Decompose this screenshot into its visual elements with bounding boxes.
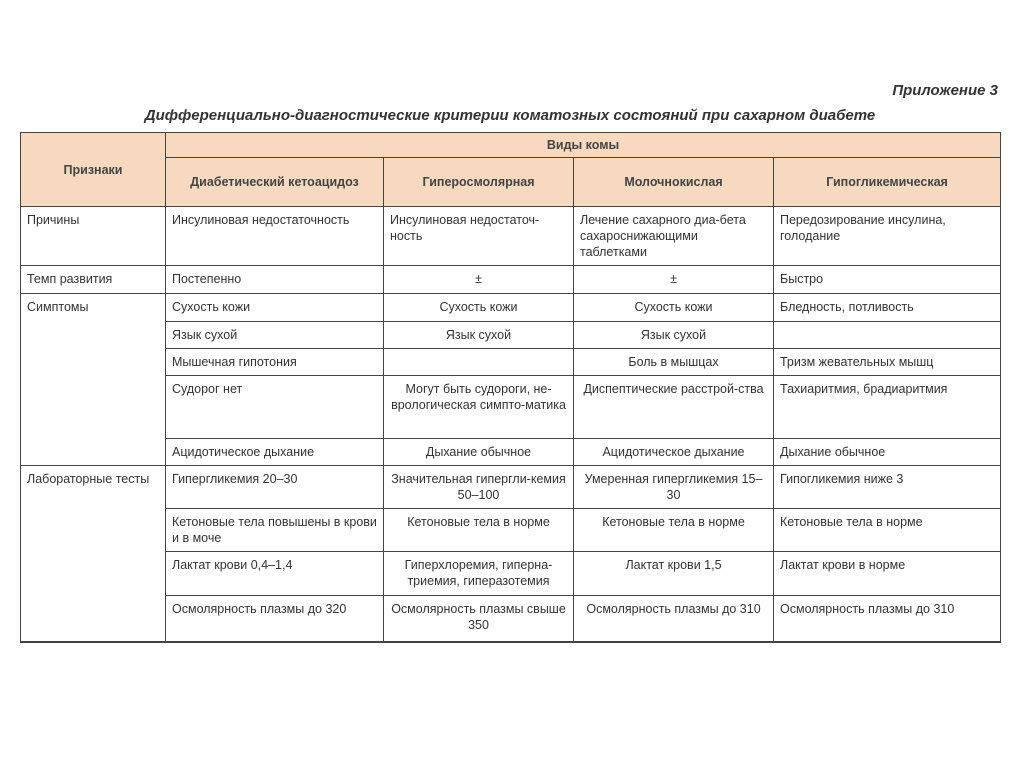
- table-cell: Сухость кожи: [573, 293, 774, 322]
- table-cell: Дыхание обычное: [383, 438, 574, 466]
- table-cell: Дыхание обычное: [772, 438, 1002, 466]
- table-cell: Гипогликемия ниже 3: [772, 465, 1002, 509]
- table-cell: Лактат крови 0,4–1,4: [165, 551, 384, 596]
- header-signs: Признаки: [20, 132, 166, 207]
- table-cell: Передозирование инсулина, голодание: [772, 206, 1002, 266]
- table-cell: Язык сухой: [165, 321, 384, 349]
- table-cell: Быстро: [772, 265, 1002, 294]
- table-cell: Ацидотическое дыхание: [573, 438, 774, 466]
- row-group-label: Симптомы: [20, 293, 166, 466]
- header-row-2: Диабетический кетоацидоз Гиперосмолярная…: [21, 157, 1002, 207]
- table-row: Лактат крови 0,4–1,4 Гиперхлоремия, гипер…: [21, 551, 1002, 596]
- table-cell: Осмолярность плазмы свыше 350: [383, 595, 574, 642]
- table-cell: Судорог нет: [165, 375, 384, 439]
- table-cell: Могут быть судороги, не-врологическая си…: [383, 375, 574, 439]
- table-cell: Сухость кожи: [383, 293, 574, 322]
- header-col-hypoglycemic: Гипогликемическая: [772, 157, 1002, 207]
- table-cell: Мышечная гипотония: [165, 348, 384, 376]
- table-body: Причины Инсулиновая недостаточность Инсули…: [20, 206, 1002, 642]
- row-group-label: Лабораторные тесты: [20, 465, 166, 642]
- table-row: Лабораторные тесты Гипергликемия 20–30 Зна…: [20, 465, 1002, 642]
- table-cell: Осмолярность плазмы до 310: [772, 595, 1002, 642]
- table-cell: Осмолярность плазмы до 320: [165, 595, 384, 642]
- table-row: Симптомы Сухость кожи Сухость кожи Сухость …: [20, 293, 1002, 466]
- table-cell: Инсулиновая недостаточ-ность: [383, 206, 574, 266]
- table-cell: Кетоновые тела в норме: [383, 508, 574, 552]
- table-cell: Гипергликемия 20–30: [165, 465, 384, 509]
- table-cell: Кетоновые тела в норме: [772, 508, 1002, 552]
- row-group-label: Темп развития: [20, 265, 166, 294]
- table-cell: Ацидотическое дыхание: [165, 438, 384, 466]
- table-cell: [772, 321, 1002, 349]
- table-cell: Тризм жевательных мышц: [772, 348, 1002, 376]
- header-col-ketoacidosis: Диабетический кетоацидоз: [165, 157, 384, 207]
- table-cell: Осмолярность плазмы до 310: [573, 595, 774, 642]
- table-cell: Лечение сахарного диа-бета сахароснижающ…: [573, 206, 774, 266]
- header-row-1: Признаки Виды комы: [20, 132, 1002, 207]
- table-cell: Боль в мышцах: [573, 348, 774, 376]
- table-cell: Умеренная гипергликемия 15–30: [573, 465, 774, 509]
- table-row: Причины Инсулиновая недостаточность Инсули…: [20, 206, 1002, 266]
- table-row: Судорог нет Могут быть судороги, не-вроло…: [21, 375, 1002, 439]
- table-cell: Язык сухой: [573, 321, 774, 349]
- table-cell: Язык сухой: [383, 321, 574, 349]
- table-cell: Гиперхлоремия, гиперна-триемия, гиперазо…: [383, 551, 574, 596]
- row-group-label: Причины: [20, 206, 166, 266]
- header-col-hyperosmolar: Гиперосмолярная: [383, 157, 574, 207]
- table-cell: Лактат крови в норме: [772, 551, 1002, 596]
- table-cell: Тахиаритмия, брадиаритмия: [772, 375, 1002, 439]
- appendix-label: Приложение 3: [892, 82, 998, 99]
- table-cell: Кетоновые тела повышены в крови и в моче: [165, 508, 384, 552]
- table-cell: Сухость кожи: [165, 293, 384, 322]
- header-col-lactic: Молочнокислая: [573, 157, 774, 207]
- table-row: Темп развития Постепенно ± ± Быстро: [20, 265, 1002, 294]
- table-row: Язык сухой Язык сухой Язык сухой: [21, 321, 1002, 349]
- table-cell: Инсулиновая недостаточность: [165, 206, 384, 266]
- page-title: Дифференциально-диагностические критерии…: [144, 107, 876, 124]
- table-row: Кетоновые тела повышены в крови и в моче…: [21, 508, 1002, 552]
- table-cell: Значительная гипергли-кемия 50–100: [383, 465, 574, 509]
- table-cell: [383, 348, 574, 376]
- table-cell: Диспептические расстрой-ства: [573, 375, 774, 439]
- table-row: Ацидотическое дыхание Дыхание обычное Ацид…: [21, 438, 1002, 466]
- table-cell: Кетоновые тела в норме: [573, 508, 774, 552]
- table-cell: Постепенно: [165, 265, 384, 294]
- table-row: Мышечная гипотония Боль в мышцах Тризм жев…: [21, 348, 1002, 376]
- criteria-table: Признаки Виды комы Диабетический кетоаци…: [20, 132, 1002, 643]
- table-cell: Бледность, потливость: [772, 293, 1002, 322]
- table-cell: Лактат крови 1,5: [573, 551, 774, 596]
- table-cell: ±: [573, 265, 774, 294]
- table-row: Осмолярность плазмы до 320 Осмолярность п…: [21, 595, 1002, 642]
- header-types-group: Виды комы: [164, 132, 1002, 158]
- table-cell: ±: [383, 265, 574, 294]
